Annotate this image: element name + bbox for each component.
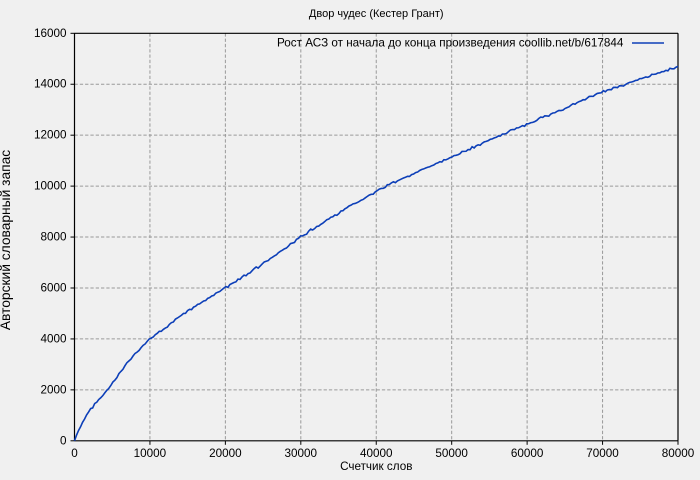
svg-text:Рост АСЗ от начала до конца пр: Рост АСЗ от начала до конца произведения…	[277, 36, 624, 49]
svg-text:80000: 80000	[662, 447, 695, 460]
svg-text:12000: 12000	[34, 129, 67, 142]
svg-text:10000: 10000	[134, 447, 167, 460]
svg-text:Счетчик слов: Счетчик слов	[340, 460, 412, 473]
svg-text:20000: 20000	[209, 447, 242, 460]
svg-text:60000: 60000	[511, 447, 544, 460]
svg-text:8000: 8000	[40, 231, 67, 244]
svg-text:10000: 10000	[34, 180, 67, 193]
svg-text:2000: 2000	[40, 383, 67, 396]
svg-text:30000: 30000	[285, 447, 318, 460]
svg-text:Двор чудес (Кестер Грант): Двор чудес (Кестер Грант)	[309, 8, 444, 20]
svg-text:50000: 50000	[435, 447, 468, 460]
svg-text:Авторский словарный запас: Авторский словарный запас	[0, 150, 13, 330]
svg-text:70000: 70000	[586, 447, 619, 460]
svg-text:14000: 14000	[34, 78, 67, 91]
svg-text:6000: 6000	[40, 281, 67, 294]
svg-text:40000: 40000	[360, 447, 393, 460]
svg-text:0: 0	[60, 434, 67, 447]
svg-text:0: 0	[71, 447, 78, 460]
svg-text:4000: 4000	[40, 332, 67, 345]
svg-text:16000: 16000	[34, 27, 67, 40]
